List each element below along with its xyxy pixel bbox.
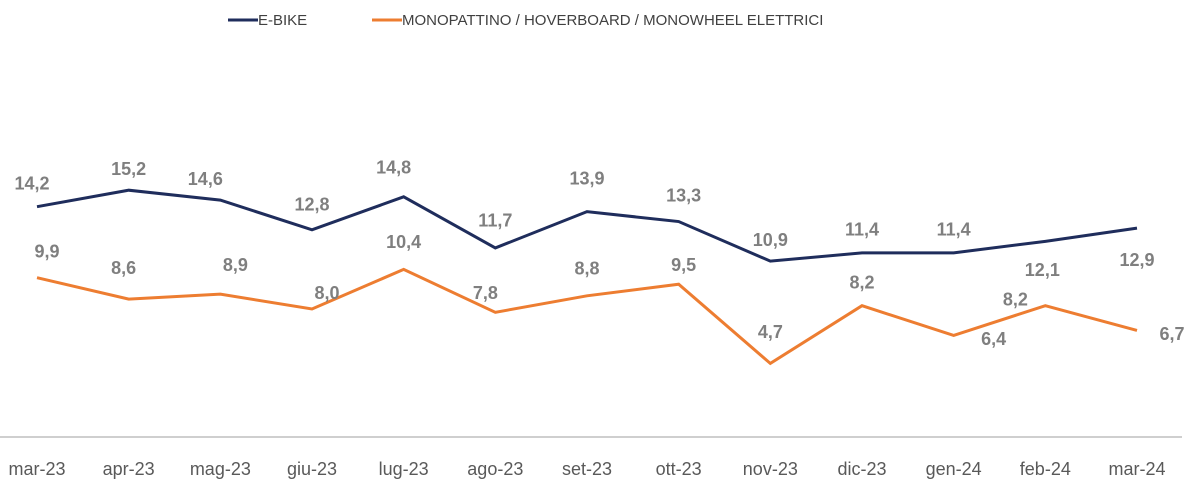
data-label: 14,8 (376, 158, 411, 178)
data-label: 13,9 (569, 168, 604, 188)
x-tick-label: lug-23 (379, 459, 429, 479)
data-label: 14,2 (14, 173, 49, 193)
data-label: 10,4 (386, 232, 421, 252)
data-label: 8,0 (314, 283, 339, 303)
x-tick-label: mar-23 (8, 459, 65, 479)
data-label: 15,2 (111, 159, 146, 179)
data-label: 12,8 (294, 195, 329, 215)
x-tick-label: giu-23 (287, 459, 337, 479)
x-tick-label: dic-23 (837, 459, 886, 479)
data-label: 6,7 (1159, 324, 1184, 344)
data-label: 10,9 (753, 230, 788, 250)
data-label: 8,9 (223, 255, 248, 275)
data-label: 7,8 (473, 283, 498, 303)
data-label: 11,4 (937, 220, 971, 240)
data-label: 4,7 (758, 322, 783, 342)
data-label: 8,6 (111, 258, 136, 278)
data-label: 13,3 (666, 185, 701, 205)
x-tick-label: apr-23 (103, 459, 155, 479)
data-label: 6,4 (981, 329, 1006, 349)
x-tick-label: set-23 (562, 459, 612, 479)
series-line (36, 188, 1138, 263)
data-label: 9,5 (671, 255, 696, 275)
x-tick-label: feb-24 (1020, 459, 1071, 479)
x-tick-label: mar-24 (1108, 459, 1165, 479)
data-label: 8,2 (849, 272, 874, 292)
data-label: 12,9 (1119, 250, 1154, 270)
data-label: 11,7 (478, 211, 512, 231)
data-label: 8,8 (574, 259, 599, 279)
data-label: 11,4 (845, 220, 879, 240)
legend-label: MONOPATTINO / HOVERBOARD / MONOWHEEL ELE… (402, 12, 823, 29)
x-tick-label: mag-23 (190, 459, 251, 479)
x-tick-label: ott-23 (656, 459, 702, 479)
data-label: 8,2 (1003, 289, 1028, 309)
x-tick-label: nov-23 (743, 459, 798, 479)
data-label: 9,9 (34, 241, 59, 261)
x-tick-label: gen-24 (926, 459, 982, 479)
legend-label: E-BIKE (258, 12, 307, 29)
data-label: 12,1 (1025, 260, 1060, 280)
x-tick-label: ago-23 (467, 459, 523, 479)
series-line (36, 267, 1138, 366)
data-label: 14,6 (188, 169, 223, 189)
